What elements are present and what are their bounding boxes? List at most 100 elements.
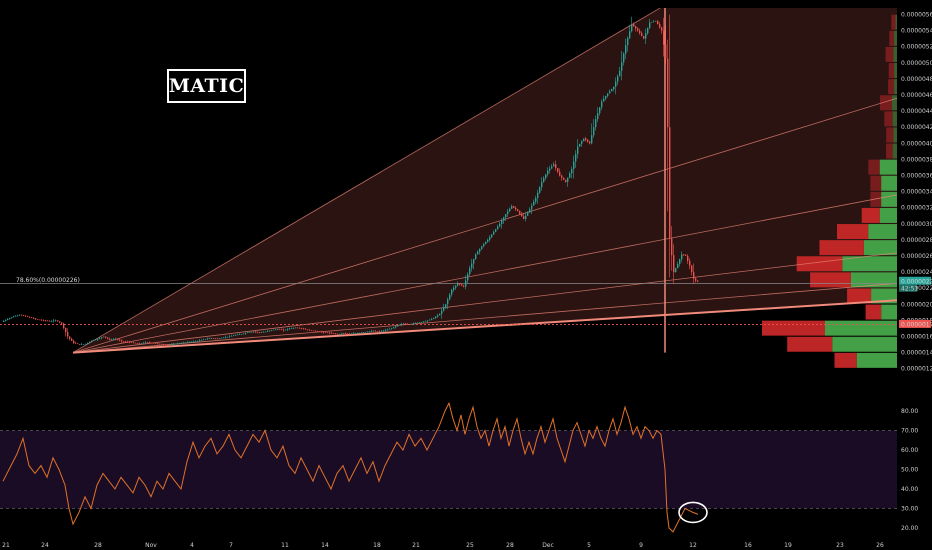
- candle-body: [95, 339, 97, 341]
- time-tick-label: 26: [876, 542, 884, 549]
- candle-body: [695, 278, 697, 281]
- candle-body: [339, 333, 341, 335]
- candle-body: [627, 38, 629, 46]
- time-axis[interactable]: 21 24 28 Nov 4 7 11 14 18 21 25 28 Dec 5 9 12 16 19 23 26: [2, 542, 884, 549]
- candle-body: [29, 316, 31, 318]
- candle-body: [343, 333, 345, 334]
- fan-lines-group: [72, 7, 898, 354]
- candle-body: [647, 27, 649, 34]
- candle-body: [357, 333, 359, 334]
- candle-body: [205, 338, 207, 340]
- profile-sell-bar: [847, 288, 872, 304]
- candle-body: [155, 343, 157, 344]
- current-price-subtag: [899, 284, 917, 292]
- time-tick-label: 12: [689, 542, 697, 549]
- candle-body: [685, 255, 687, 256]
- candle-body: [679, 259, 681, 265]
- candle-body: [589, 141, 591, 144]
- candle-body: [545, 174, 547, 179]
- volume-profile-group: [762, 14, 897, 368]
- candle-body: [351, 333, 353, 335]
- candle-body: [97, 338, 99, 340]
- candle-body: [329, 332, 331, 334]
- candle-body: [423, 321, 425, 323]
- candle-body: [463, 285, 465, 287]
- candle-body: [225, 337, 227, 338]
- low-price-tag: [899, 319, 931, 328]
- candle-body: [5, 319, 7, 321]
- candle-body: [381, 331, 383, 332]
- candle-body: [433, 317, 435, 319]
- candle-body: [135, 342, 137, 344]
- candle-body: [593, 127, 595, 136]
- candle-body: [519, 210, 521, 214]
- candle-body: [663, 30, 665, 45]
- rsi-tick-label: 80.00: [901, 408, 918, 415]
- time-tick-label: 24: [41, 542, 49, 549]
- candle-body: [315, 330, 317, 332]
- candle-body: [131, 342, 133, 344]
- candle-body: [509, 208, 511, 212]
- candle-body: [183, 342, 185, 344]
- profile-sell-bar: [861, 207, 880, 223]
- candle-body: [461, 284, 463, 286]
- rsi-axis[interactable]: 80.00 70.00 60.00 50.00 40.00 30.00 20.00: [901, 408, 918, 532]
- candle-body: [251, 331, 253, 333]
- candle-body: [661, 27, 663, 31]
- candle-body: [591, 135, 593, 144]
- candle-body: [421, 322, 423, 323]
- candle-body: [117, 338, 119, 340]
- candle-body: [561, 175, 563, 178]
- candle-body: [123, 341, 125, 342]
- current-price-label: 0.00000228: [901, 278, 932, 285]
- candle-body: [267, 331, 269, 332]
- candle-body: [137, 343, 139, 344]
- candle-body: [321, 331, 323, 333]
- candle-body: [129, 342, 131, 343]
- candle-body: [313, 330, 315, 332]
- candle-body: [73, 340, 75, 343]
- candle-body: [687, 256, 689, 261]
- candle-body: [195, 341, 197, 342]
- profile-sell-bar: [879, 95, 892, 111]
- candle-body: [597, 113, 599, 120]
- time-tick-label: 28: [94, 542, 102, 549]
- candle-body: [111, 339, 113, 341]
- candle-body: [243, 333, 245, 335]
- profile-buy-bar: [892, 111, 897, 127]
- candle-body: [631, 24, 633, 32]
- candle-body: [671, 238, 673, 256]
- candle-body: [439, 313, 441, 316]
- candle-body: [69, 336, 71, 339]
- candle-body: [19, 314, 21, 316]
- candle-body: [337, 333, 339, 335]
- time-tick-label: 25: [466, 542, 474, 549]
- candle-body: [603, 98, 605, 102]
- candle-body: [323, 331, 325, 333]
- candle-body: [453, 287, 455, 290]
- candle-body: [507, 211, 509, 215]
- fib-label: 78.60%(0.00000226): [16, 277, 80, 284]
- price-tick-label: 0.00000120: [901, 366, 932, 373]
- candle-body: [427, 320, 429, 321]
- time-tick-label: 16: [744, 542, 752, 549]
- candle-body: [515, 207, 517, 210]
- candle-body: [133, 342, 135, 344]
- profile-buy-bar: [842, 256, 897, 272]
- candle-body: [475, 254, 477, 259]
- candle-body: [327, 332, 329, 334]
- candle-body: [673, 255, 675, 273]
- profile-sell-bar: [889, 30, 895, 46]
- candle-body: [149, 342, 151, 344]
- candle-body: [57, 320, 59, 322]
- candle-body: [655, 20, 657, 22]
- candle-body: [565, 179, 567, 182]
